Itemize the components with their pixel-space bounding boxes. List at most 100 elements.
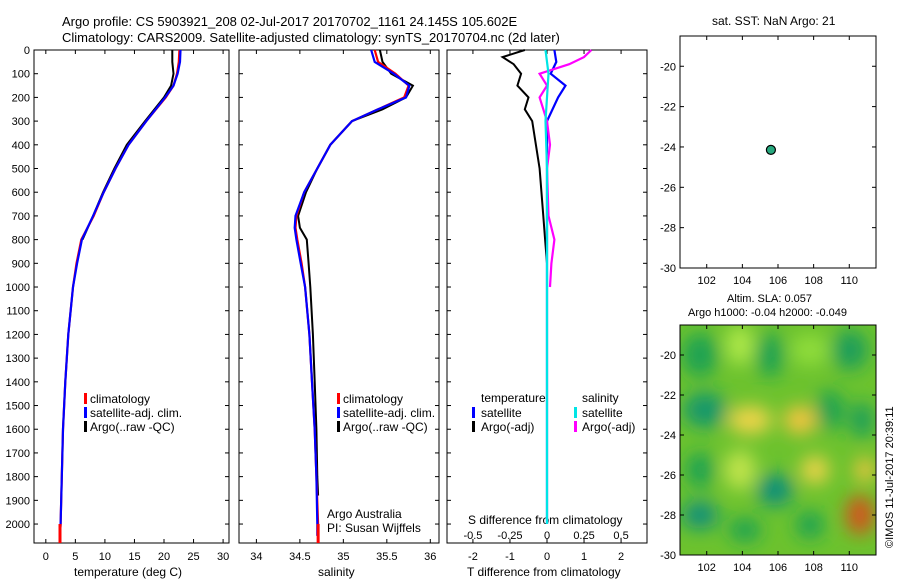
- x-tick-label: -1: [505, 551, 515, 563]
- loc-x-tick-label: 106: [769, 275, 787, 287]
- series-line-satellite: [544, 49, 550, 524]
- diff-legend-temp-sat: satellite: [481, 406, 522, 420]
- sla-x-tick-label: 108: [804, 562, 822, 574]
- x-tick-label: 15: [128, 551, 140, 563]
- sla-heatmap: [680, 325, 876, 555]
- sal-clim-bottom: [316, 524, 320, 543]
- depth-tick-label: 800: [12, 235, 30, 247]
- salinity-panel: [238, 49, 440, 544]
- series-line-argoadj: [537, 49, 593, 288]
- pi-label: PI: Susan Wijffels: [327, 521, 421, 535]
- x-tick-label: 30: [217, 551, 229, 563]
- imos-timestamp: ©IMOS 11-Jul-2017 20:39:11: [884, 406, 896, 548]
- depth-tick-label: 500: [12, 164, 30, 176]
- depth-tick-label: 1200: [6, 329, 30, 341]
- depth-tick-label: 900: [12, 258, 30, 270]
- depth-tick-label: 1600: [6, 424, 30, 436]
- x-tick-label: -2: [468, 551, 478, 563]
- x-tick-label: 34: [250, 551, 262, 563]
- sla-x-tick-label: 110: [840, 562, 858, 574]
- header-line1: Argo profile: CS 5903921_208 02-Jul-2017…: [62, 14, 517, 29]
- depth-tick-label: 400: [12, 140, 30, 152]
- sal-legend-argo: Argo(..raw -QC): [343, 420, 428, 434]
- loc-y-tick-label: -30: [660, 263, 676, 275]
- depth-tick-label: 1400: [6, 377, 30, 389]
- x-tick-label: 25: [187, 551, 199, 563]
- x-tick-label: 1: [581, 551, 587, 563]
- x-tick-label: 20: [158, 551, 170, 563]
- sla-y-tick-label: -22: [660, 390, 676, 402]
- x2-tick-label: -0.25: [497, 530, 522, 542]
- sal-legend-satclim: satellite-adj. clim.: [343, 406, 435, 420]
- x-tick-label: 36: [424, 551, 436, 563]
- depth-tick-label: 300: [12, 116, 30, 128]
- temperature-xlabel: temperature (deg C): [74, 565, 182, 579]
- sla-x-tick-label: 106: [769, 562, 787, 574]
- depth-tick-label: 600: [12, 187, 30, 199]
- sla-y-tick-label: -24: [660, 430, 676, 442]
- loc-y-tick-label: -26: [660, 182, 676, 194]
- s-difference-label: S difference from climatology: [468, 513, 623, 527]
- x-tick-label: 2: [618, 551, 624, 563]
- argo-australia-label: Argo Australia: [327, 507, 402, 521]
- loc-x-tick-label: 108: [804, 275, 822, 287]
- depth-tick-label: 2000: [6, 519, 30, 531]
- depth-tick-label: 700: [12, 211, 30, 223]
- diff-legend-title-sal: salinity: [582, 391, 619, 405]
- diff-legend-sal-sat: satellite: [582, 406, 623, 420]
- temp-legend-argo: Argo(..raw -QC): [90, 420, 175, 434]
- loc-y-tick-label: -28: [660, 223, 676, 235]
- depth-tick-label: 1300: [6, 353, 30, 365]
- sla-x-tick-label: 102: [698, 562, 716, 574]
- loc-x-tick-label: 104: [733, 275, 751, 287]
- sla-map-title: Altim. SLA: 0.057: [727, 293, 812, 305]
- series-line-satelliteadjclim: [58, 49, 182, 536]
- temperature-legend: climatology satellite-adj. clim. Argo(..…: [84, 392, 182, 434]
- chart-marks: 0100200300400500600700800900100011001200…: [6, 36, 876, 574]
- location-map-title: sat. SST: NaN Argo: 21: [712, 14, 836, 28]
- diff-legend-sal-argo: Argo(-adj): [582, 420, 635, 434]
- depth-tick-label: 0: [24, 45, 30, 57]
- difference-xlabel: T difference from climatology: [467, 565, 621, 579]
- depth-tick-label: 1500: [6, 401, 30, 413]
- diff-legend-title-temp: temperature: [481, 391, 546, 405]
- x-tick-label: 35: [337, 551, 349, 563]
- depth-tick-label: 1700: [6, 448, 30, 460]
- sla-map-subtitle: Argo h1000: -0.04 h2000: -0.049: [688, 307, 847, 319]
- sla-y-tick-label: -26: [660, 470, 676, 482]
- sla-y-tick-label: -30: [660, 550, 676, 562]
- loc-y-tick-label: -22: [660, 102, 676, 114]
- x2-tick-label: 0.25: [573, 530, 594, 542]
- diff-legend-temp-argo: Argo(-adj): [481, 420, 534, 434]
- location-map-panel: [679, 35, 877, 269]
- depth-tick-label: 1900: [6, 495, 30, 507]
- depth-tick-label: 1100: [6, 306, 30, 318]
- depth-tick-label: 1000: [6, 282, 30, 294]
- x-tick-label: 10: [99, 551, 111, 563]
- x-tick-label: 35.5: [376, 551, 397, 563]
- sla-y-tick-label: -20: [660, 350, 676, 362]
- series-line-satelliteadjclim: [293, 49, 411, 536]
- depth-tick-label: 1800: [6, 472, 30, 484]
- x-tick-label: 5: [72, 551, 78, 563]
- x-tick-label: 0: [43, 551, 49, 563]
- difference-legend: temperature salinity satellite Argo(-adj…: [468, 391, 635, 527]
- series-line-argorawqc: [297, 49, 415, 496]
- temp-clim-bottom: [58, 524, 62, 543]
- x2-tick-label: 0.5: [613, 530, 628, 542]
- loc-y-tick-label: -20: [660, 61, 676, 73]
- depth-tick-label: 200: [12, 92, 30, 104]
- loc-x-tick-label: 110: [840, 275, 858, 287]
- x2-tick-label: -0.5: [463, 530, 482, 542]
- depth-tick-label: 100: [12, 69, 30, 81]
- sla-x-tick-label: 104: [733, 562, 751, 574]
- x-tick-label: 0: [544, 551, 550, 563]
- loc-y-tick-label: -24: [660, 142, 676, 154]
- loc-x-tick-label: 102: [698, 275, 716, 287]
- temperature-panel: [33, 49, 230, 544]
- temp-legend-clim: climatology: [90, 392, 150, 406]
- temp-legend-satclim: satellite-adj. clim.: [90, 406, 182, 420]
- x-tick-label: 34.5: [289, 551, 310, 563]
- argo-location-marker: [765, 144, 777, 155]
